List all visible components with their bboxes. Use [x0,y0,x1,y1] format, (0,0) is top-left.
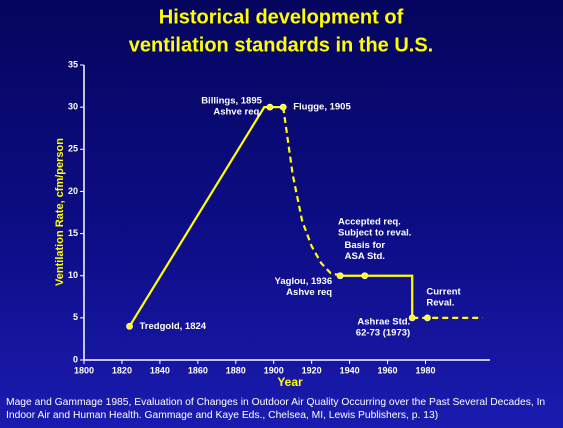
x-tick-label: 1960 [378,365,398,375]
marker [336,272,344,280]
annotation: Basis for [344,240,385,251]
annotation: Subject to reval. [338,228,411,239]
annotation: Billings, 1895 [201,96,262,107]
y-tick-label: 35 [68,59,78,69]
x-tick-label: 1800 [74,365,94,375]
x-axis-label: Year [277,375,303,389]
x-tick-label: 1980 [415,365,435,375]
data-line [342,274,414,318]
annotation: 62-73 (1973) [356,327,410,338]
marker [408,314,416,322]
chart-title: ventilation standards in the U.S. [129,34,434,56]
annotation: Accepted req. [338,217,401,228]
y-axis-label: Ventilation Rate, cfm/person [54,138,66,286]
annotation: Yaglou, 1936 [275,276,333,287]
y-tick-label: 5 [73,312,78,322]
annotation: Tredgold, 1824 [140,321,207,332]
x-tick-label: 1840 [150,365,170,375]
source-note: Mage and Gammage 1985, Evaluation of Cha… [6,397,546,421]
annotation: Ashve req [286,287,332,298]
chart-title: Historical development of [159,6,404,28]
x-tick-label: 1940 [340,365,360,375]
annotation: Current [426,286,461,297]
x-tick-label: 1920 [302,365,322,375]
annotation: Ashve req. [213,107,262,118]
marker [266,103,274,111]
marker [423,314,431,322]
annotation: Ashrae Std. [357,316,410,327]
y-tick-label: 0 [73,354,78,364]
annotation: Reval. [426,297,454,308]
x-tick-label: 1860 [188,365,208,375]
x-tick-label: 1820 [112,365,132,375]
annotation: Flugge, 1905 [293,102,351,113]
y-tick-label: 30 [68,102,78,112]
marker [361,272,369,280]
annotation: ASA Std. [345,251,385,262]
marker [126,322,133,330]
y-tick-label: 10 [68,270,78,280]
data-line [128,106,284,327]
y-tick-label: 20 [68,186,78,196]
y-tick-label: 15 [68,228,78,238]
marker [279,103,287,111]
x-tick-label: 1900 [264,365,284,375]
x-tick-label: 1880 [226,365,246,375]
data-line [282,106,343,277]
y-tick-label: 25 [68,144,78,154]
